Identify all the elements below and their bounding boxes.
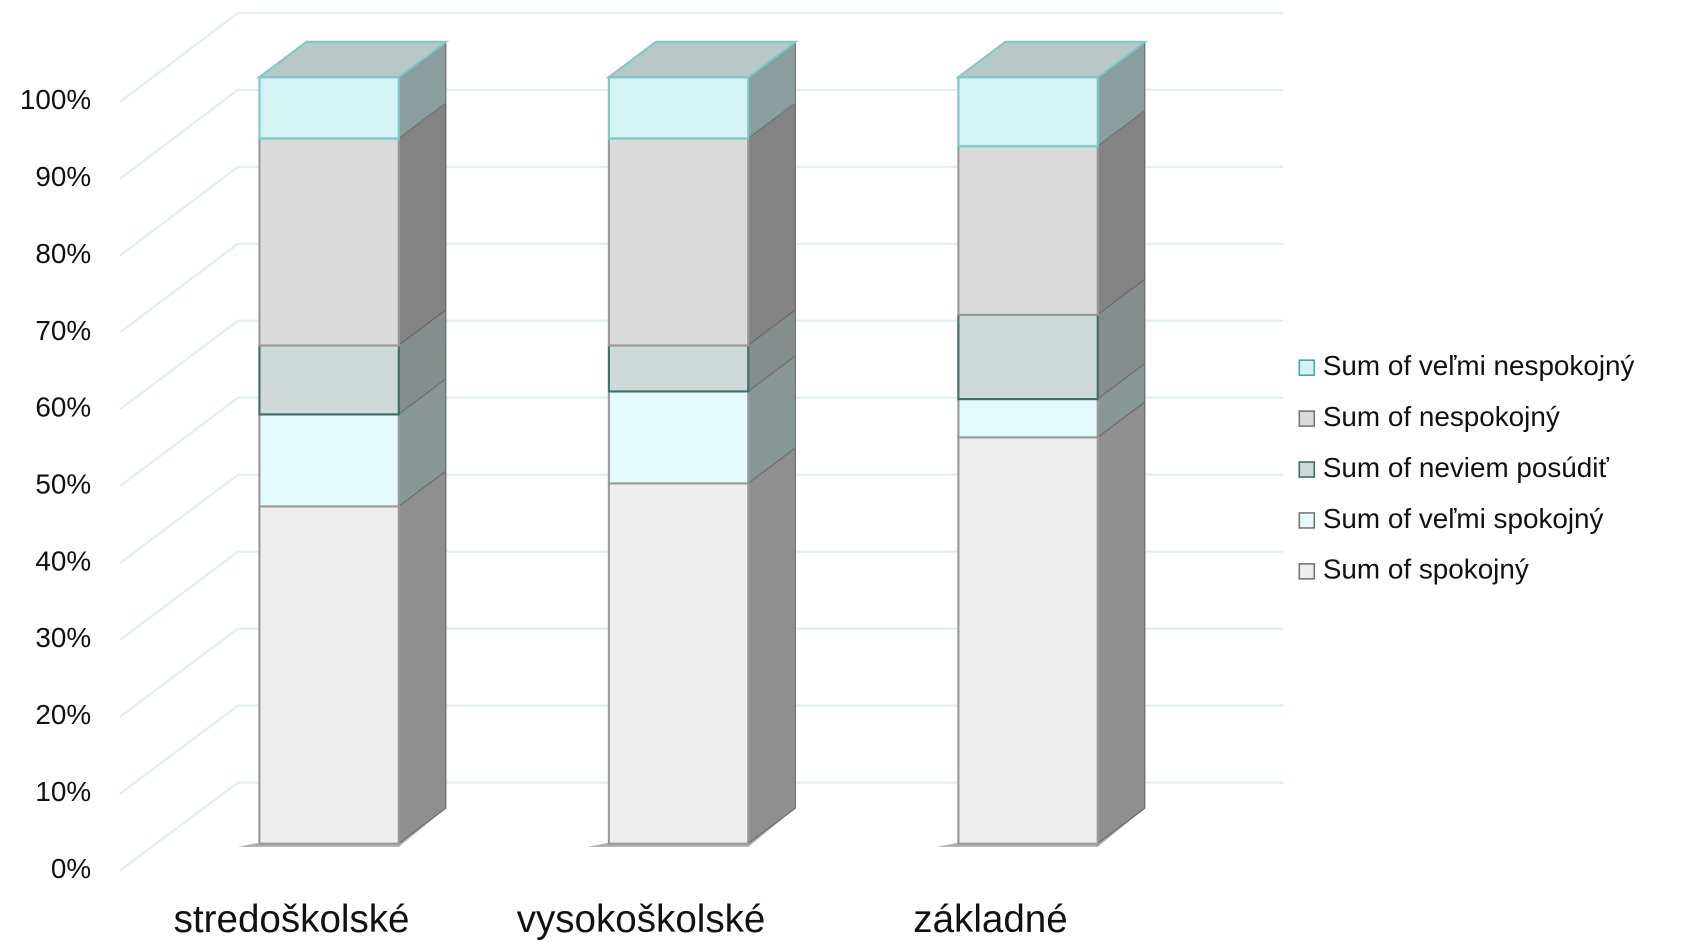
bar-segment — [607, 390, 750, 485]
bar-side-shade — [748, 448, 796, 844]
grid-line — [119, 704, 1284, 795]
bar-segment — [957, 436, 1099, 845]
bar-side-shade — [398, 310, 446, 415]
legend-swatch — [1298, 512, 1316, 529]
grid-line — [119, 473, 1284, 564]
bar-side-shade — [398, 379, 446, 507]
legend-label: Sum of neviem posúdiť — [1323, 452, 1610, 483]
bar-segment — [258, 344, 400, 416]
bar-side-shade — [748, 103, 796, 346]
bar-segment — [607, 76, 750, 140]
bar-top — [256, 40, 450, 79]
y-tick-label: 0% — [51, 853, 91, 884]
y-tick-label: 40% — [35, 545, 91, 576]
bar-side-shade — [398, 471, 446, 844]
y-tick-label: 100% — [20, 84, 91, 115]
grid-line — [119, 88, 1284, 180]
bar-side-shade — [748, 41, 796, 139]
bar-segment — [258, 413, 400, 508]
bar-segment — [957, 145, 1099, 316]
bar-segment — [258, 137, 400, 347]
x-tick-label: základné — [913, 898, 1067, 941]
x-tick-label: stredoškolské — [174, 898, 410, 941]
grid-line — [119, 319, 1284, 411]
bar-top — [955, 40, 1149, 79]
grid-line — [119, 396, 1284, 488]
bar-segment — [258, 76, 400, 140]
legend-label: Sum of nespokojný — [1323, 401, 1560, 432]
grid-line — [119, 242, 1284, 334]
y-tick-label: 20% — [35, 699, 91, 730]
bar-side-shade — [1097, 279, 1145, 400]
bar-segment — [607, 344, 750, 393]
bar-top — [605, 40, 799, 79]
grid-line — [119, 627, 1284, 718]
bar-side-shade — [748, 356, 796, 484]
grid-line — [119, 165, 1284, 257]
bar-side-shade — [1097, 110, 1145, 315]
bar-side-shade — [1097, 363, 1145, 438]
legend-swatch — [1298, 461, 1316, 478]
grid-line — [119, 781, 1284, 872]
x-tick-label: vysokoškolské — [517, 898, 766, 941]
y-tick-label: 50% — [35, 469, 91, 500]
bar-side-shade — [398, 103, 446, 346]
bar-segment — [607, 482, 750, 845]
bar-segment — [258, 505, 400, 845]
y-tick-label: 80% — [35, 238, 91, 269]
legend-swatch — [1298, 563, 1316, 580]
bar-segment — [607, 137, 750, 347]
grid-line — [119, 11, 1284, 103]
y-tick-label: 10% — [35, 776, 91, 807]
plot: 0% 10% 20% 30% 40% 50% 60% 70% 80% 90% 100% stredoš… — [20, 11, 1635, 941]
legend-swatch — [1298, 410, 1316, 427]
bar-segment — [957, 313, 1099, 401]
y-tick-label: 70% — [35, 315, 91, 346]
legend-label: Sum of veľmi nespokojný — [1323, 350, 1635, 381]
bar-side-shade — [398, 41, 446, 139]
y-tick-label: 60% — [35, 392, 91, 423]
bar-segment — [957, 398, 1099, 439]
legend-label: Sum of spokojný — [1323, 554, 1529, 585]
bar-segment — [957, 76, 1099, 148]
y-tick-label: 30% — [35, 622, 91, 653]
bar-side-shade — [748, 310, 796, 392]
legend-label: Sum of veľmi spokojný — [1323, 503, 1604, 534]
bar-side-shade — [1097, 41, 1145, 147]
y-tick-label: 90% — [35, 161, 91, 192]
bar-side-shade — [1097, 402, 1145, 844]
grid-line — [119, 550, 1284, 641]
legend-swatch — [1298, 359, 1316, 377]
